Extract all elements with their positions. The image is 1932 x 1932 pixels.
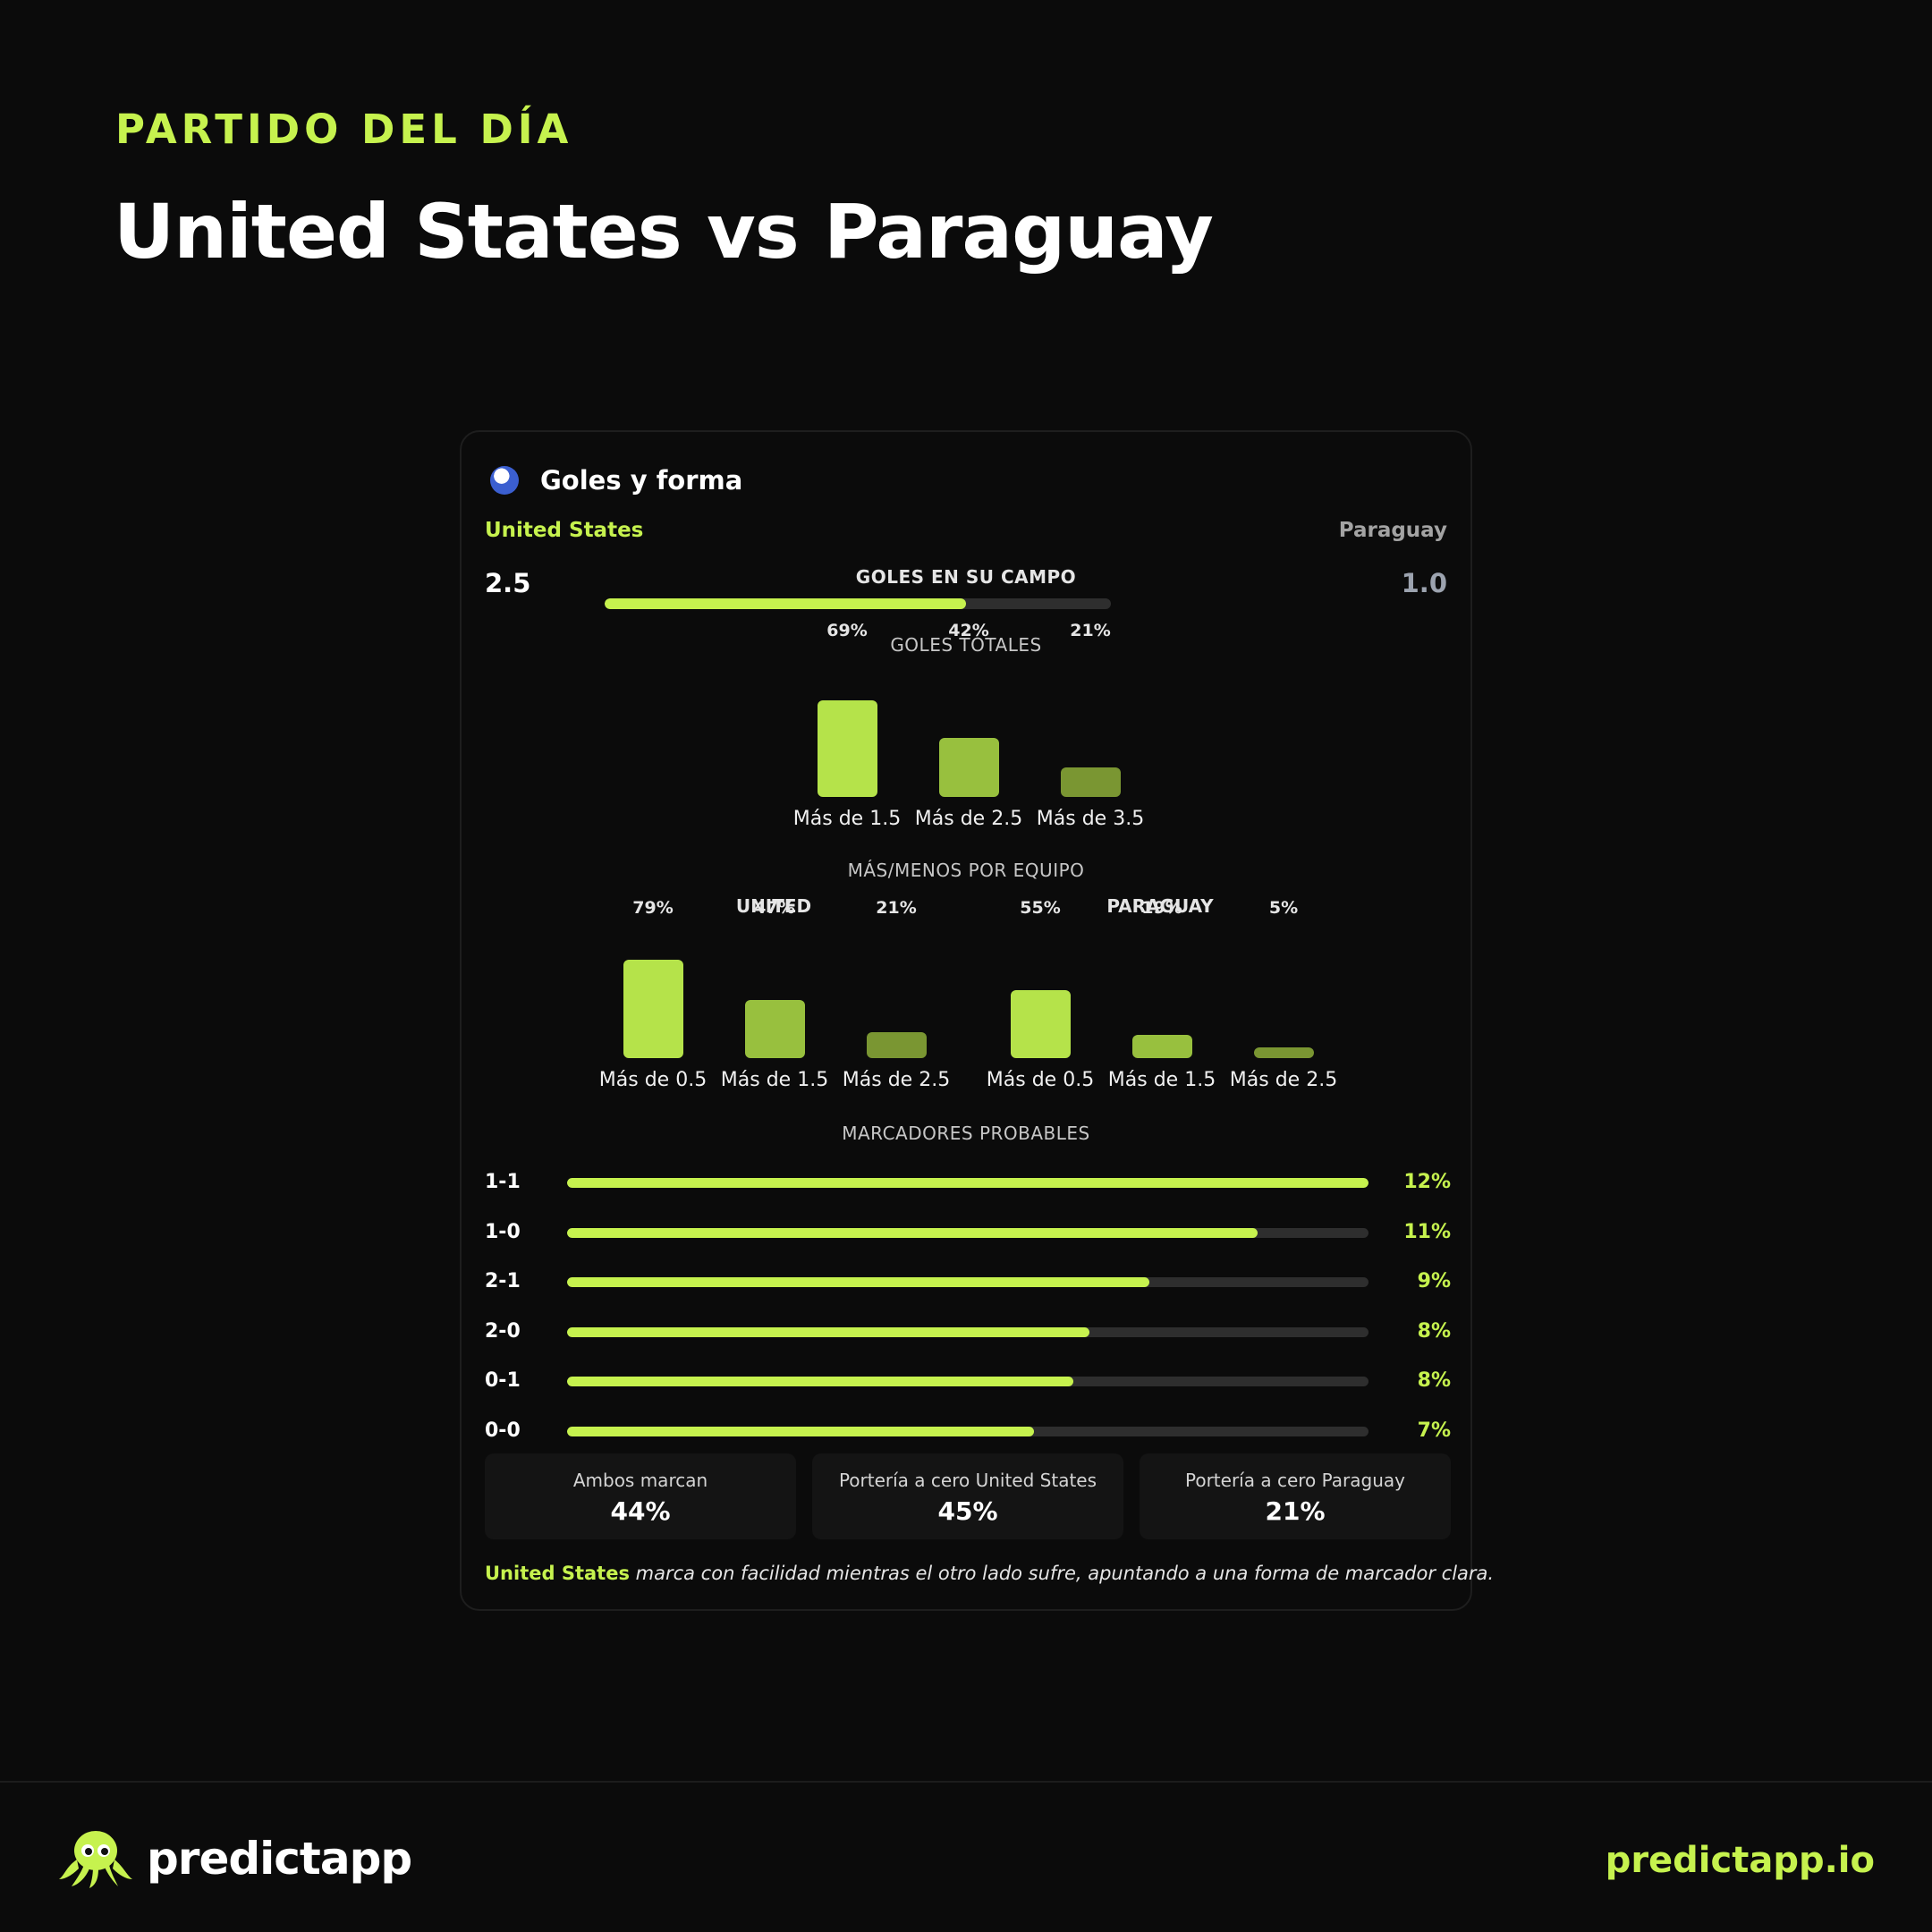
card-title: Goles y forma	[540, 465, 743, 496]
score-pct: 12%	[1403, 1171, 1451, 1193]
stat-box-btts: Ambos marcan 44%	[485, 1453, 796, 1539]
goals-share-track	[605, 598, 1111, 609]
score-row: 1-0 11%	[485, 1216, 1451, 1251]
bar-mark	[939, 738, 999, 797]
score-pct: 7%	[1417, 1419, 1451, 1442]
score-label: 1-1	[485, 1171, 521, 1193]
total-goals-label: GOLES TOTALES	[890, 634, 1042, 656]
stat-label: Portería a cero United States	[838, 1470, 1097, 1491]
score-row: 0-1 8%	[485, 1364, 1451, 1400]
footer: predictapp predictapp.io	[0, 1781, 1932, 1932]
score-track	[567, 1377, 1368, 1386]
bar-category-label: Más de 0.5	[986, 1069, 1095, 1091]
brand-logo[interactable]: predictapp	[57, 1827, 412, 1890]
bar-mark	[1061, 767, 1121, 797]
bar-mark	[1254, 1047, 1314, 1058]
score-track	[567, 1227, 1368, 1238]
score-row: 2-1 9%	[485, 1265, 1451, 1301]
score-row: 1-1 12%	[485, 1165, 1451, 1201]
score-track	[567, 1326, 1368, 1337]
score-label: 2-1	[485, 1270, 521, 1292]
bar-mark	[867, 1031, 927, 1058]
score-track	[567, 1426, 1368, 1436]
bar-category-label: Más de 2.5	[1229, 1069, 1338, 1091]
away-team-name: Paraguay	[1338, 519, 1447, 542]
match-title: United States vs Paraguay	[114, 188, 1214, 275]
away-group-label: PARAGUAY	[1106, 895, 1214, 917]
score-row: 0-0 7%	[485, 1414, 1451, 1450]
stat-label: Ambos marcan	[572, 1470, 708, 1491]
bar-mark	[745, 999, 805, 1058]
octopus-icon	[59, 1831, 132, 1888]
stat-value: 44%	[610, 1496, 671, 1526]
bar-category-label: Más de 1.5	[792, 808, 902, 830]
goals-label: GOLES EN SU CAMPO	[855, 566, 1077, 588]
bar-mark	[1011, 989, 1071, 1058]
score-row: 2-0 8%	[485, 1315, 1451, 1351]
bar-category-label: Más de 2.5	[914, 808, 1023, 830]
score-label: 0-1	[485, 1369, 521, 1392]
team-ou-label: MÁS/MENOS POR EQUIPO	[847, 860, 1085, 881]
bar-category-label: Más de 0.5	[598, 1069, 708, 1091]
score-fill	[567, 1426, 1035, 1436]
bar-category-label: Más de 1.5	[720, 1069, 829, 1091]
eyebrow-label: PARTIDO DEL DÍA	[115, 106, 573, 153]
score-pct: 11%	[1403, 1220, 1451, 1243]
stat-label: Portería a cero Paraguay	[1185, 1470, 1405, 1491]
home-goals-value: 2.5	[485, 568, 531, 598]
away-goals-value: 1.0	[1401, 568, 1447, 598]
goals-form-card: Goles y forma United States Paraguay 2.5…	[460, 430, 1494, 1611]
score-pct: 9%	[1417, 1270, 1451, 1292]
stat-box-clean-sheet-home: Portería a cero United States 45%	[812, 1453, 1123, 1539]
scores-label: MARCADORES PROBABLES	[842, 1123, 1090, 1144]
score-fill	[567, 1377, 1074, 1386]
score-fill	[567, 1277, 1150, 1287]
home-group-label: UNITED	[735, 895, 812, 917]
summary-rest: marca con facilidad mientras el otro lad…	[629, 1563, 1495, 1584]
bar-category-label: Más de 3.5	[1036, 808, 1145, 830]
score-fill	[567, 1326, 1090, 1337]
bar-mark	[1132, 1034, 1192, 1058]
goals-share-fill	[605, 598, 967, 609]
stat-value: 21%	[1265, 1496, 1326, 1526]
soccer-ball-icon	[490, 466, 519, 495]
bar-category-label: Más de 2.5	[842, 1069, 951, 1091]
score-label: 1-0	[485, 1220, 521, 1243]
card-header: Goles y forma	[490, 462, 742, 498]
site-link[interactable]: predictapp.io	[1605, 1840, 1875, 1881]
bar-mark	[623, 960, 683, 1058]
score-track	[567, 1178, 1368, 1188]
score-pct: 8%	[1417, 1319, 1451, 1343]
score-fill	[567, 1227, 1258, 1238]
summary-team: United States	[485, 1563, 630, 1584]
score-label: 2-0	[485, 1319, 521, 1343]
bar-mark	[818, 699, 877, 797]
home-team-name: United States	[485, 519, 644, 542]
summary-text: United States marca con facilidad mientr…	[485, 1563, 1494, 1584]
score-label: 0-0	[485, 1419, 521, 1442]
score-pct: 8%	[1417, 1369, 1451, 1392]
stat-value: 45%	[937, 1496, 998, 1526]
stat-box-clean-sheet-away: Portería a cero Paraguay 21%	[1140, 1453, 1451, 1539]
score-track	[567, 1277, 1368, 1287]
brand-name: predictapp	[147, 1833, 412, 1885]
score-fill	[567, 1178, 1368, 1188]
bar-category-label: Más de 1.5	[1107, 1069, 1216, 1091]
